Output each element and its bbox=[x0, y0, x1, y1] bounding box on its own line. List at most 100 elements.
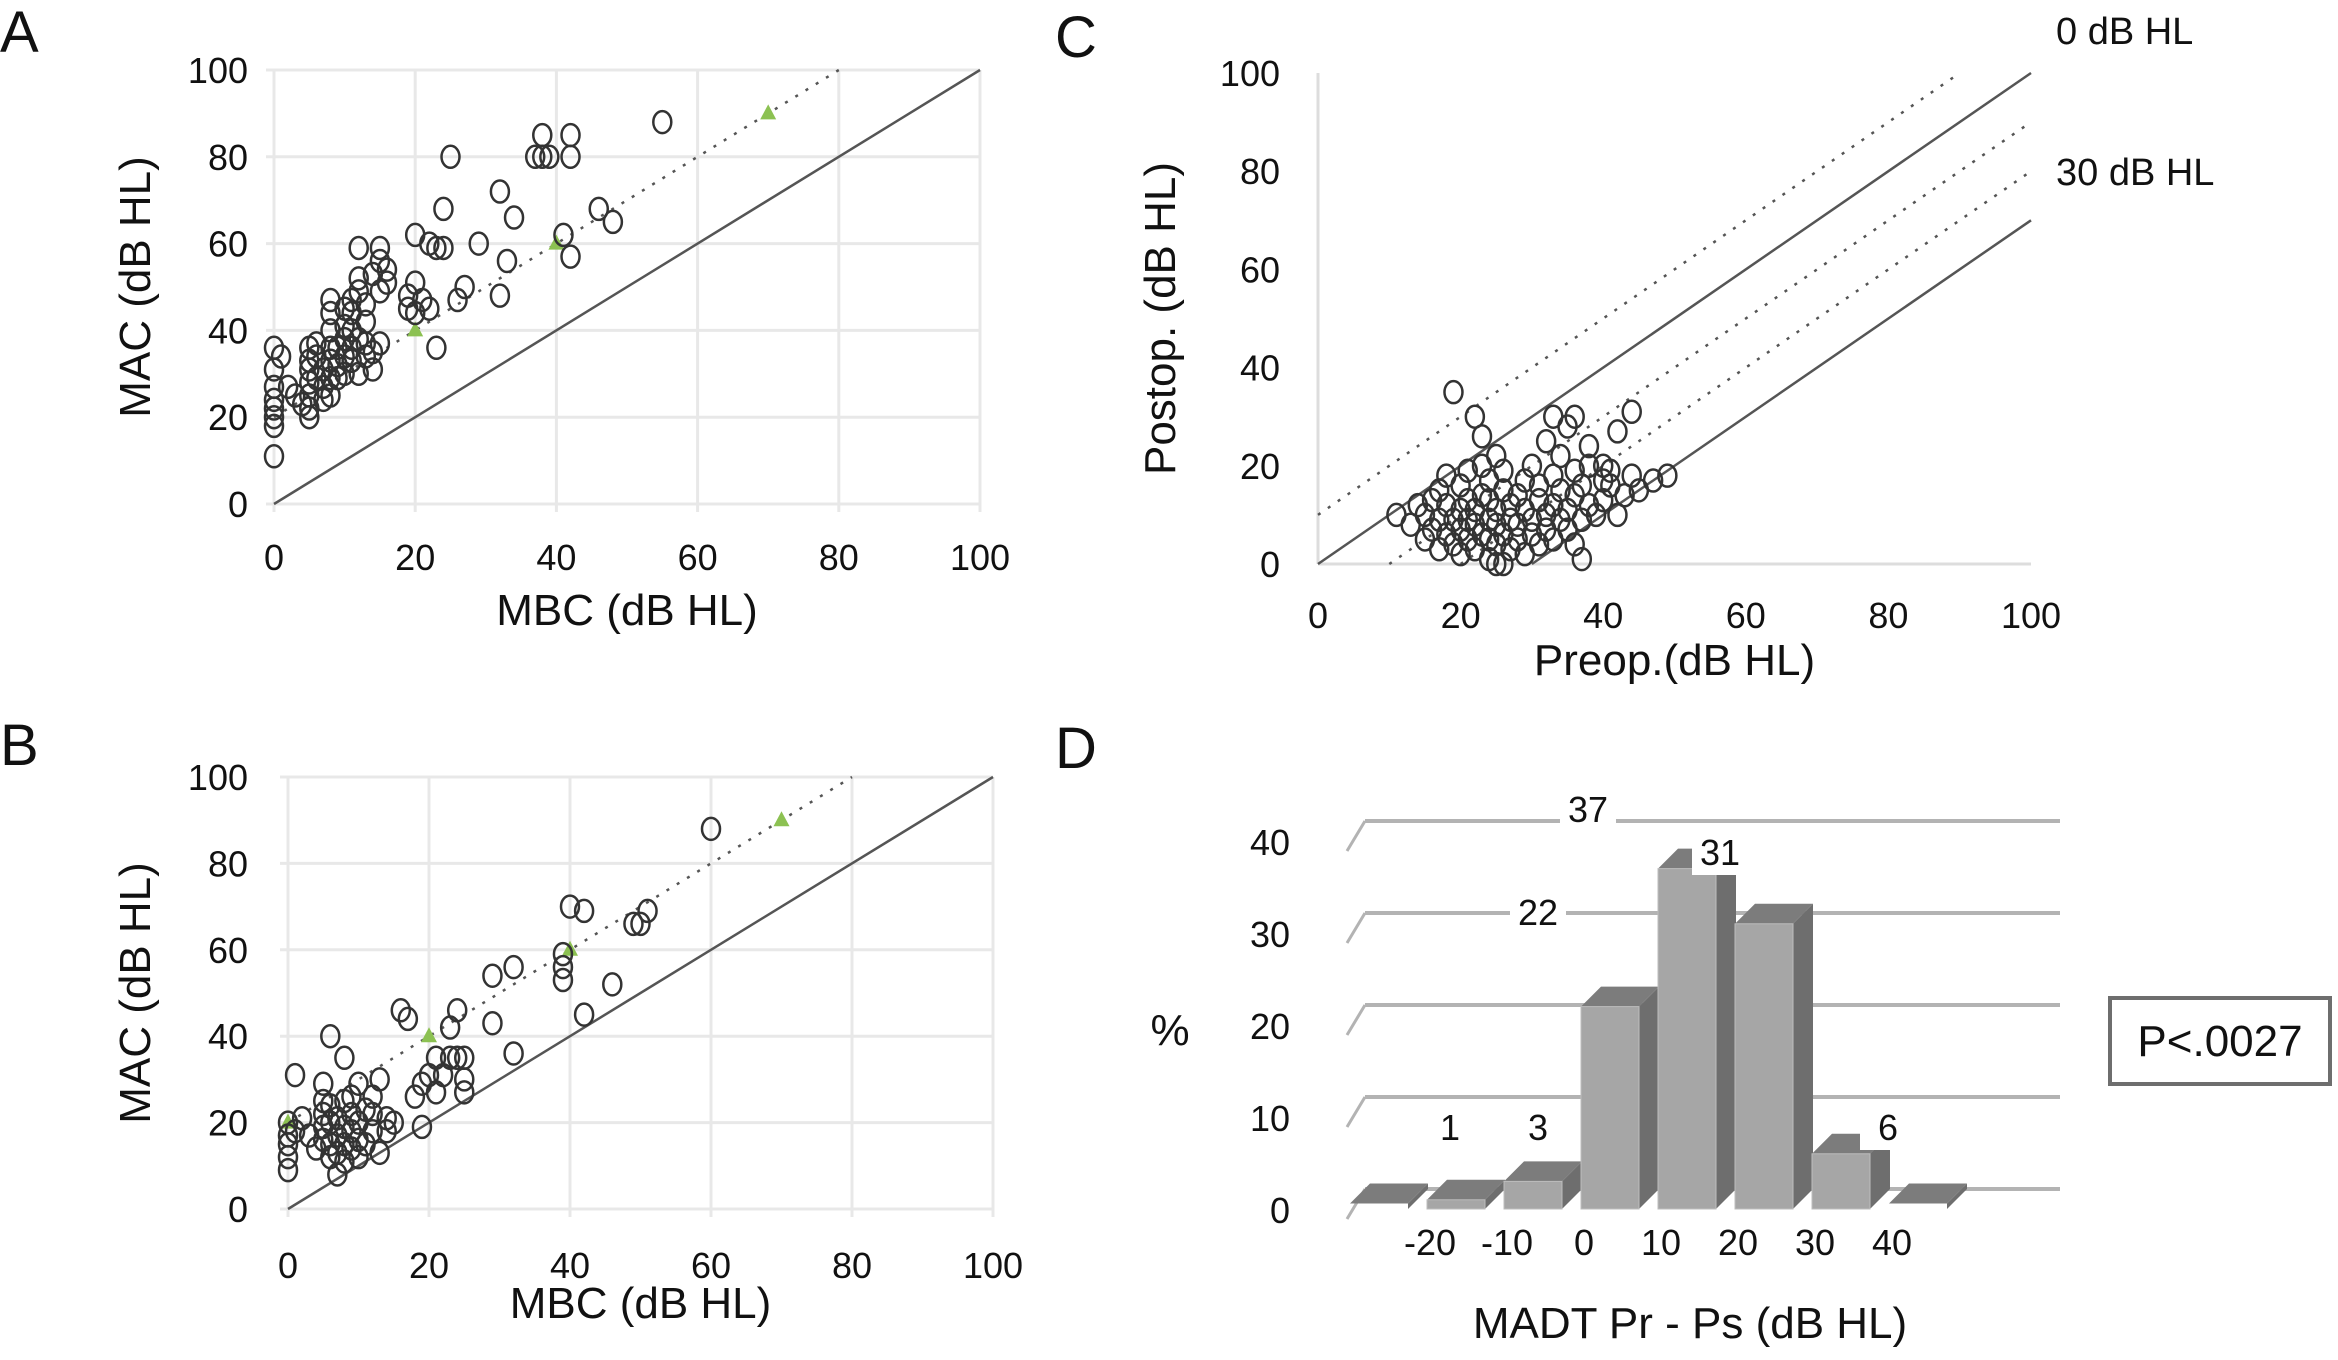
data-point bbox=[341, 1136, 362, 1161]
data-point bbox=[433, 196, 454, 222]
data-point bbox=[1493, 478, 1514, 503]
data-point bbox=[560, 244, 581, 269]
y-tick-label: 80 bbox=[208, 137, 248, 178]
p-value-text: P<.0027 bbox=[2137, 1017, 2302, 1066]
data-point bbox=[1507, 527, 1528, 552]
data-point bbox=[1528, 487, 1550, 513]
reference-line-plus-10 bbox=[1317, 71, 1961, 516]
data-point bbox=[454, 274, 475, 300]
reference-line-zero-gain bbox=[1317, 71, 2032, 566]
y-tick-label: 0 bbox=[228, 1189, 248, 1230]
y-tick-label: 60 bbox=[208, 930, 248, 971]
y-tick-label: 0 bbox=[1260, 544, 1280, 585]
data-point bbox=[313, 1101, 334, 1127]
data-point bbox=[277, 1157, 299, 1183]
data-point bbox=[327, 1140, 348, 1166]
data-point bbox=[362, 357, 384, 382]
bar bbox=[1657, 868, 1717, 1210]
bar bbox=[1811, 1153, 1871, 1210]
reference-lines bbox=[1317, 71, 2032, 566]
x-tick-label: 80 bbox=[1868, 595, 1908, 636]
data-point bbox=[602, 209, 624, 235]
data-point bbox=[1507, 483, 1528, 508]
data-point bbox=[1621, 463, 1642, 488]
data-point bbox=[320, 365, 341, 391]
data-label: 37 bbox=[1568, 789, 1608, 830]
data-point bbox=[1564, 458, 1585, 483]
reference-line-minus-20 bbox=[1459, 170, 2032, 566]
data-point bbox=[263, 413, 285, 439]
data-point bbox=[376, 257, 398, 282]
data-point bbox=[341, 1084, 362, 1109]
data-point bbox=[1600, 458, 1621, 483]
x-tick-label: 80 bbox=[832, 1245, 872, 1286]
data-point bbox=[588, 196, 610, 222]
green-triangle-marker bbox=[760, 104, 777, 120]
x-tick-label: 100 bbox=[950, 537, 1010, 578]
bar-side bbox=[1793, 903, 1813, 1209]
data-point bbox=[1436, 492, 1457, 518]
data-point bbox=[277, 1110, 299, 1135]
grid-side-wall bbox=[1345, 1096, 1367, 1128]
data-label: 22 bbox=[1518, 892, 1558, 933]
bar-top bbox=[1504, 1161, 1582, 1182]
data-point bbox=[320, 1093, 341, 1118]
x-axis-label: MBC (dB HL) bbox=[496, 586, 758, 635]
data-point bbox=[334, 1045, 355, 1071]
y-tick-label: 10 bbox=[1250, 1098, 1290, 1139]
green-triangle-marker bbox=[421, 1027, 437, 1043]
y-axis-label: % bbox=[1150, 1006, 1189, 1055]
data-point bbox=[284, 1118, 306, 1144]
data-point bbox=[573, 898, 595, 924]
data-point bbox=[1428, 478, 1450, 503]
data-point bbox=[560, 122, 581, 148]
reference-line-identity bbox=[287, 775, 994, 1211]
data-point bbox=[1514, 468, 1536, 493]
data-point bbox=[1486, 551, 1507, 577]
x-tick-label: 40 bbox=[1583, 595, 1623, 636]
data-point bbox=[376, 270, 398, 295]
data-point bbox=[446, 998, 468, 1023]
x-tick-label: 20 bbox=[395, 537, 435, 578]
reference-line-minus-30 bbox=[1531, 219, 2032, 566]
x-tick-label: 0 bbox=[278, 1245, 298, 1286]
y-axis-label: Postop. (dB HL) bbox=[1136, 162, 1185, 475]
x-tick-label: 20 bbox=[409, 1245, 449, 1286]
annotation-30-db-hl: 30 dB HL bbox=[2056, 152, 2214, 194]
data-point bbox=[1414, 502, 1436, 528]
data-point bbox=[440, 144, 461, 170]
y-tick-label: 80 bbox=[1240, 151, 1280, 192]
y-tick-label: 100 bbox=[188, 50, 248, 91]
x-tick-label: 20 bbox=[1441, 595, 1481, 636]
y-tick-label: 80 bbox=[208, 843, 248, 884]
data-point bbox=[630, 911, 651, 937]
y-tick-label: 40 bbox=[1250, 822, 1290, 863]
x-axis-label: MADT Pr - Ps (dB HL) bbox=[1473, 1299, 1907, 1348]
data-point bbox=[369, 1067, 390, 1092]
bar-top bbox=[1350, 1183, 1428, 1204]
data-point bbox=[334, 1149, 355, 1174]
data-point bbox=[306, 331, 327, 356]
bar bbox=[1734, 923, 1794, 1210]
data-label: 6 bbox=[1878, 1107, 1898, 1148]
panel-label-c: C bbox=[1055, 5, 1097, 70]
data-point bbox=[369, 331, 391, 356]
data-point bbox=[552, 941, 574, 967]
data-point bbox=[327, 335, 348, 361]
x-tick-label: 80 bbox=[819, 537, 859, 578]
y-tick-label: 20 bbox=[208, 1103, 248, 1144]
data-point bbox=[573, 1002, 595, 1027]
data-point bbox=[277, 374, 299, 400]
data-point bbox=[369, 248, 391, 274]
y-tick-label: 100 bbox=[188, 757, 248, 798]
data-point bbox=[348, 1071, 369, 1096]
data-point bbox=[320, 1023, 341, 1049]
data-point bbox=[404, 1084, 426, 1109]
data-point bbox=[468, 231, 489, 256]
x-tick-label: 40 bbox=[1872, 1222, 1912, 1263]
data-point bbox=[489, 179, 511, 204]
data-label: 3 bbox=[1528, 1107, 1548, 1148]
x-tick-label: 100 bbox=[2001, 595, 2061, 636]
bar-side bbox=[1408, 1183, 1428, 1209]
